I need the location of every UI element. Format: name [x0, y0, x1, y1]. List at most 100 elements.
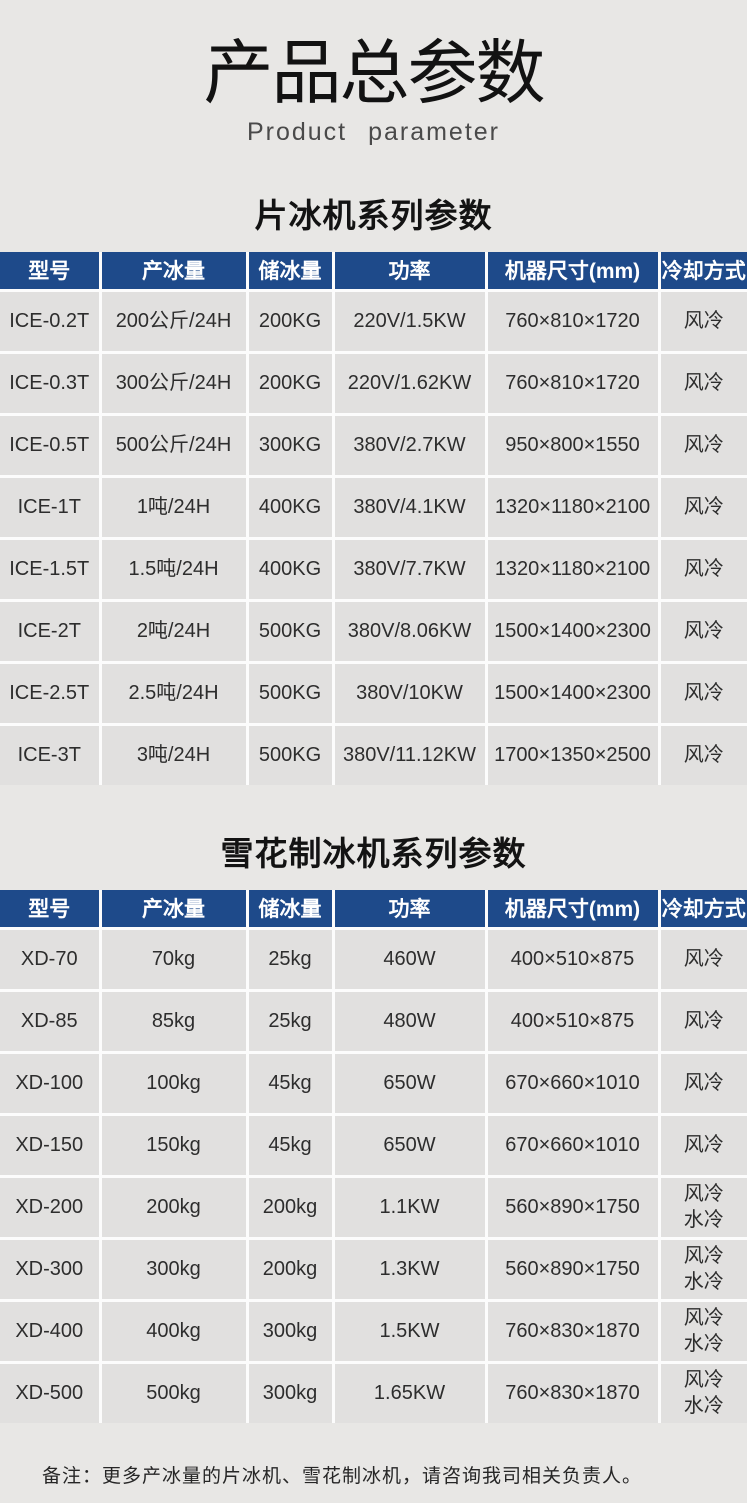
- model-cell: XD-70: [0, 926, 102, 992]
- table-cell: 风冷: [657, 474, 747, 540]
- table-cell: 风冷: [657, 660, 747, 726]
- model-cell: ICE-1.5T: [0, 536, 102, 602]
- column-header: 冷却方式: [657, 251, 747, 292]
- table-cell: 风冷: [657, 598, 747, 664]
- table-row: ICE-0.5T 500公斤/24H 300KG 380V/2.7KW 950×800×…: [0, 412, 747, 478]
- table-cell: 风冷 水冷: [657, 1174, 747, 1240]
- table-cell: 380V/2.7KW: [331, 412, 488, 478]
- table-cell: 200KG: [245, 350, 335, 416]
- table-cell: 风冷: [657, 722, 747, 785]
- table-cell: 风冷: [657, 1112, 747, 1178]
- table-cell: 560×890×1750: [484, 1236, 661, 1302]
- column-header: 功率: [331, 251, 488, 292]
- table-cell: 150kg: [98, 1112, 249, 1178]
- table-cell: 300公斤/24H: [98, 350, 249, 416]
- table-cell: 500KG: [245, 660, 335, 726]
- footer: 备注：更多产冰量的片冰机、雪花制冰机，请咨询我司相关负责人。: [0, 1461, 747, 1488]
- column-header: 储冰量: [245, 251, 335, 292]
- table-cell: 25kg: [245, 988, 335, 1054]
- table-cell: 风冷: [657, 536, 747, 602]
- column-header: 产冰量: [98, 251, 249, 292]
- table-cell: 45kg: [245, 1112, 335, 1178]
- table-cell: 670×660×1010: [484, 1112, 661, 1178]
- column-header: 型号: [0, 889, 102, 930]
- page-subtitle: Product parameter: [246, 117, 501, 146]
- table-row: ICE-2T 2吨/24H 500KG 380V/8.06KW 1500×1400×23…: [0, 598, 747, 664]
- model-cell: ICE-2.5T: [0, 660, 102, 726]
- table-cell: 500KG: [245, 722, 335, 785]
- model-cell: XD-100: [0, 1050, 102, 1116]
- table-cell: 500公斤/24H: [98, 412, 249, 478]
- table-cell: 1吨/24H: [98, 474, 249, 540]
- table-cell: 380V/7.7KW: [331, 536, 488, 602]
- table-row: ICE-0.3T 300公斤/24H 200KG 220V/1.62KW 760×810…: [0, 350, 747, 416]
- table-cell: 500kg: [98, 1360, 249, 1423]
- table-cell: 风冷: [657, 288, 747, 354]
- model-cell: XD-85: [0, 988, 102, 1054]
- table-row: ICE-3T 3吨/24H 500KG 380V/11.12KW 1700×1350×2…: [0, 722, 747, 785]
- table-cell: 1500×1400×2300: [484, 598, 661, 664]
- table-cell: 650W: [331, 1112, 488, 1178]
- table-cell: 300kg: [245, 1298, 335, 1364]
- footer-note: 备注：更多产冰量的片冰机、雪花制冰机，请咨询我司相关负责人。: [42, 1465, 643, 1487]
- table-cell: 300kg: [245, 1360, 335, 1423]
- table-row: XD-70 70kg 25kg 460W 400×510×875 风冷: [0, 926, 747, 992]
- table-cell: 风冷: [657, 350, 747, 416]
- table-cell: 45kg: [245, 1050, 335, 1116]
- flake-ice-table: 型号 产冰量 储冰量 功率 机器尺寸(mm) 冷却方式 ICE-0.2T 200公斤/24H 2…: [0, 251, 747, 785]
- table-cell: 3吨/24H: [98, 722, 249, 785]
- table-cell: 300KG: [245, 412, 335, 478]
- column-header: 冷却方式: [657, 889, 747, 930]
- table-cell: 70kg: [98, 926, 249, 992]
- table-row: XD-100 100kg 45kg 650W 670×660×1010 风冷: [0, 1050, 747, 1116]
- table-cell: 1320×1180×2100: [484, 536, 661, 602]
- table-cell: 300kg: [98, 1236, 249, 1302]
- table-cell: 400KG: [245, 474, 335, 540]
- model-cell: ICE-0.2T: [0, 288, 102, 354]
- table-row: XD-400 400kg 300kg 1.5KW 760×830×1870 风冷 水冷: [0, 1298, 747, 1364]
- model-cell: XD-300: [0, 1236, 102, 1302]
- table-cell: 220V/1.62KW: [331, 350, 488, 416]
- table-row: XD-150 150kg 45kg 650W 670×660×1010 风冷: [0, 1112, 747, 1178]
- table-cell: 100kg: [98, 1050, 249, 1116]
- table-cell: 400kg: [98, 1298, 249, 1364]
- table-cell: 风冷: [657, 412, 747, 478]
- table-row: XD-300 300kg 200kg 1.3KW 560×890×1750 风冷 水冷: [0, 1236, 747, 1302]
- table-cell: 480W: [331, 988, 488, 1054]
- model-cell: XD-200: [0, 1174, 102, 1240]
- table-cell: 1.5KW: [331, 1298, 488, 1364]
- table-cell: 2吨/24H: [98, 598, 249, 664]
- table-row: XD-500 500kg 300kg 1.65KW 760×830×1870 风冷 水冷: [0, 1360, 747, 1423]
- model-cell: ICE-2T: [0, 598, 102, 664]
- table-cell: 风冷 水冷: [657, 1360, 747, 1423]
- snowflake-ice-section: 雪花制冰机系列参数 型号 产冰量 储冰量 功率 机器尺寸(mm) 冷却方式 XD-70 70k…: [0, 827, 747, 1423]
- model-cell: ICE-1T: [0, 474, 102, 540]
- column-header: 产冰量: [98, 889, 249, 930]
- model-cell: ICE-3T: [0, 722, 102, 785]
- table-cell: 400KG: [245, 536, 335, 602]
- table-row: ICE-1T 1吨/24H 400KG 380V/4.1KW 1320×1180×210…: [0, 474, 747, 540]
- table-cell: 风冷: [657, 1050, 747, 1116]
- table-cell: 1700×1350×2500: [484, 722, 661, 785]
- table-row: ICE-2.5T 2.5吨/24H 500KG 380V/10KW 1500×1400×…: [0, 660, 747, 726]
- table-cell: 1.3KW: [331, 1236, 488, 1302]
- table-cell: 1.5吨/24H: [98, 536, 249, 602]
- table-cell: 760×830×1870: [484, 1298, 661, 1364]
- table-cell: 400×510×875: [484, 988, 661, 1054]
- page-title: 产品总参数: [203, 34, 546, 112]
- table-row: ICE-1.5T 1.5吨/24H 400KG 380V/7.7KW 1320×1180…: [0, 536, 747, 602]
- model-cell: ICE-0.5T: [0, 412, 102, 478]
- table-cell: 760×810×1720: [484, 350, 661, 416]
- table-cell: 950×800×1550: [484, 412, 661, 478]
- section-heading-flake-ice: 片冰机系列参数: [254, 198, 493, 235]
- table-cell: 670×660×1010: [484, 1050, 661, 1116]
- table-cell: 1.1KW: [331, 1174, 488, 1240]
- table-cell: 1500×1400×2300: [484, 660, 661, 726]
- table-cell: 200kg: [245, 1174, 335, 1240]
- model-cell: XD-500: [0, 1360, 102, 1423]
- snowflake-ice-table: 型号 产冰量 储冰量 功率 机器尺寸(mm) 冷却方式 XD-70 70kg 25kg 460W 4…: [0, 889, 747, 1423]
- table-cell: 1.65KW: [331, 1360, 488, 1423]
- table-cell: 460W: [331, 926, 488, 992]
- table-cell: 200公斤/24H: [98, 288, 249, 354]
